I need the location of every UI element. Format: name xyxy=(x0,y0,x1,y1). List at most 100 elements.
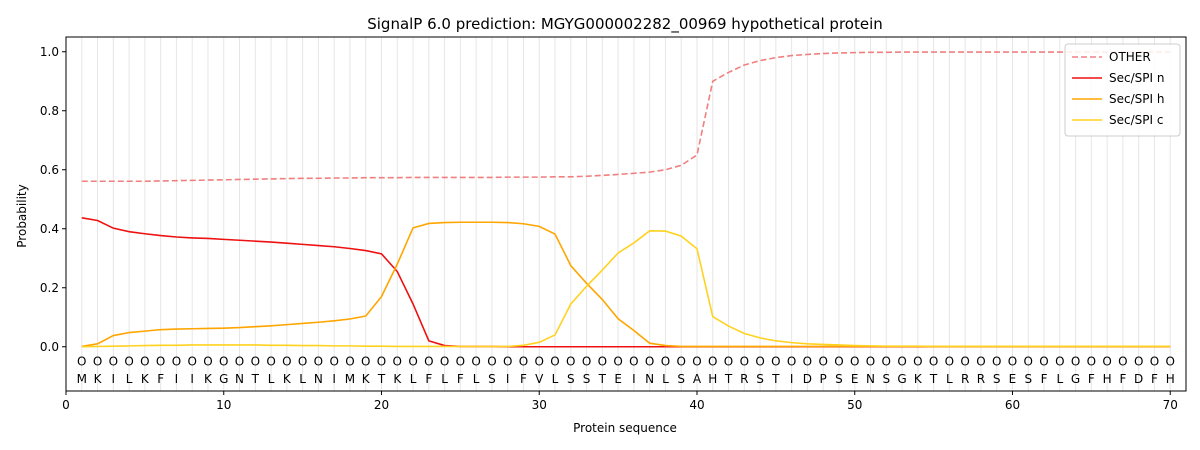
position-marker: O xyxy=(1134,355,1143,369)
x-tick-label: 20 xyxy=(374,398,389,412)
sequence-letter: K xyxy=(914,372,923,386)
sequence-letter: I xyxy=(175,372,179,386)
sequence-letter: I xyxy=(632,372,636,386)
position-marker: O xyxy=(203,355,212,369)
sequence-letter: F xyxy=(1041,372,1048,386)
sequence-letter: L xyxy=(268,372,275,386)
sequence-letter: I xyxy=(112,372,116,386)
position-marker: O xyxy=(582,355,591,369)
sequence-letter: G xyxy=(219,372,228,386)
position-marker: O xyxy=(676,355,685,369)
position-marker: O xyxy=(109,355,118,369)
position-marker: O xyxy=(345,355,354,369)
sequence-letter: K xyxy=(204,372,213,386)
sequence-letter: L xyxy=(126,372,133,386)
y-axis: 0.0 0.2 0.4 0.6 0.8 1.0 xyxy=(40,45,66,354)
position-marker: O xyxy=(219,355,228,369)
position-marker: O xyxy=(393,355,402,369)
position-marker: O xyxy=(929,355,938,369)
sequence-letter: F xyxy=(1151,372,1158,386)
sequence-letter: T xyxy=(771,372,780,386)
chart-title: SignalP 6.0 prediction: MGYG000002282_00… xyxy=(367,15,883,34)
sequence-letter: S xyxy=(677,372,685,386)
sequence-letter: A xyxy=(693,372,702,386)
sequence-letter: L xyxy=(441,372,448,386)
sequence-letter: S xyxy=(835,372,843,386)
position-marker: O xyxy=(1008,355,1017,369)
sequence-letter: L xyxy=(946,372,953,386)
position-marker: O xyxy=(187,355,196,369)
sequence-letter: L xyxy=(410,372,417,386)
vertical-gridlines xyxy=(81,37,1171,391)
position-marker: O xyxy=(1024,355,1033,369)
y-tick-label: 0.6 xyxy=(40,163,59,177)
position-marker: O xyxy=(992,355,1001,369)
sequence-track: OMOKOIOLOKOFOIOIOKOGONOTOLOKOLONOIOMOKOT… xyxy=(77,355,1175,387)
position-marker: O xyxy=(456,355,465,369)
sequence-letter: L xyxy=(473,372,480,386)
sequence-letter: N xyxy=(645,372,654,386)
position-marker: O xyxy=(298,355,307,369)
sequence-letter: H xyxy=(708,372,717,386)
sequence-letter: K xyxy=(283,372,292,386)
position-marker: O xyxy=(408,355,417,369)
sequence-letter: I xyxy=(790,372,794,386)
position-marker: O xyxy=(266,355,275,369)
y-tick-label: 0.4 xyxy=(40,222,59,236)
position-marker: O xyxy=(282,355,291,369)
position-marker: O xyxy=(866,355,875,369)
x-tick-label: 10 xyxy=(216,398,231,412)
sequence-letter: I xyxy=(190,372,194,386)
position-marker: O xyxy=(771,355,780,369)
x-tick-label: 40 xyxy=(689,398,704,412)
sequence-letter: M xyxy=(77,372,87,386)
x-axis: 0 10 20 30 40 50 60 70 xyxy=(62,391,1178,412)
position-marker: O xyxy=(755,355,764,369)
sequence-letter: I xyxy=(332,372,336,386)
sequence-letter: P xyxy=(820,372,827,386)
position-marker: O xyxy=(1102,355,1111,369)
sequence-letter: E xyxy=(614,372,622,386)
position-marker: O xyxy=(93,355,102,369)
x-tick-label: 60 xyxy=(1005,398,1020,412)
sequence-letter: S xyxy=(1024,372,1032,386)
position-marker: O xyxy=(1087,355,1096,369)
position-marker: O xyxy=(692,355,701,369)
sequence-letter: H xyxy=(1103,372,1112,386)
position-marker: O xyxy=(77,355,86,369)
sequence-letter: V xyxy=(535,372,544,386)
position-marker: O xyxy=(960,355,969,369)
legend-entry: Sec/SPI h xyxy=(1109,92,1164,106)
y-axis-label: Probability xyxy=(15,184,29,247)
position-marker: O xyxy=(156,355,165,369)
legend-entry: Sec/SPI n xyxy=(1109,71,1164,85)
position-marker: O xyxy=(645,355,654,369)
position-marker: O xyxy=(976,355,985,369)
sequence-letter: R xyxy=(961,372,969,386)
sequence-letter: E xyxy=(1009,372,1017,386)
sequence-letter: F xyxy=(1088,372,1095,386)
sequence-letter: F xyxy=(457,372,464,386)
plot-frame xyxy=(65,36,1187,392)
position-marker: O xyxy=(598,355,607,369)
sequence-letter: S xyxy=(488,372,496,386)
sequence-letter: R xyxy=(977,372,985,386)
position-marker: O xyxy=(1118,355,1127,369)
sequence-letter: S xyxy=(993,372,1001,386)
position-marker: O xyxy=(661,355,670,369)
position-marker: O xyxy=(329,355,338,369)
position-marker: O xyxy=(1071,355,1080,369)
position-marker: O xyxy=(724,355,733,369)
sequence-letter: L xyxy=(552,372,559,386)
sequence-letter: H xyxy=(1166,372,1175,386)
x-tick-label: 50 xyxy=(847,398,862,412)
sequence-letter: T xyxy=(724,372,733,386)
sequence-letter: M xyxy=(345,372,355,386)
y-tick-label: 0.2 xyxy=(40,281,59,295)
position-marker: O xyxy=(487,355,496,369)
sequence-letter: E xyxy=(851,372,859,386)
sequence-letter: F xyxy=(157,372,164,386)
position-marker: O xyxy=(708,355,717,369)
sequence-letter: K xyxy=(362,372,371,386)
